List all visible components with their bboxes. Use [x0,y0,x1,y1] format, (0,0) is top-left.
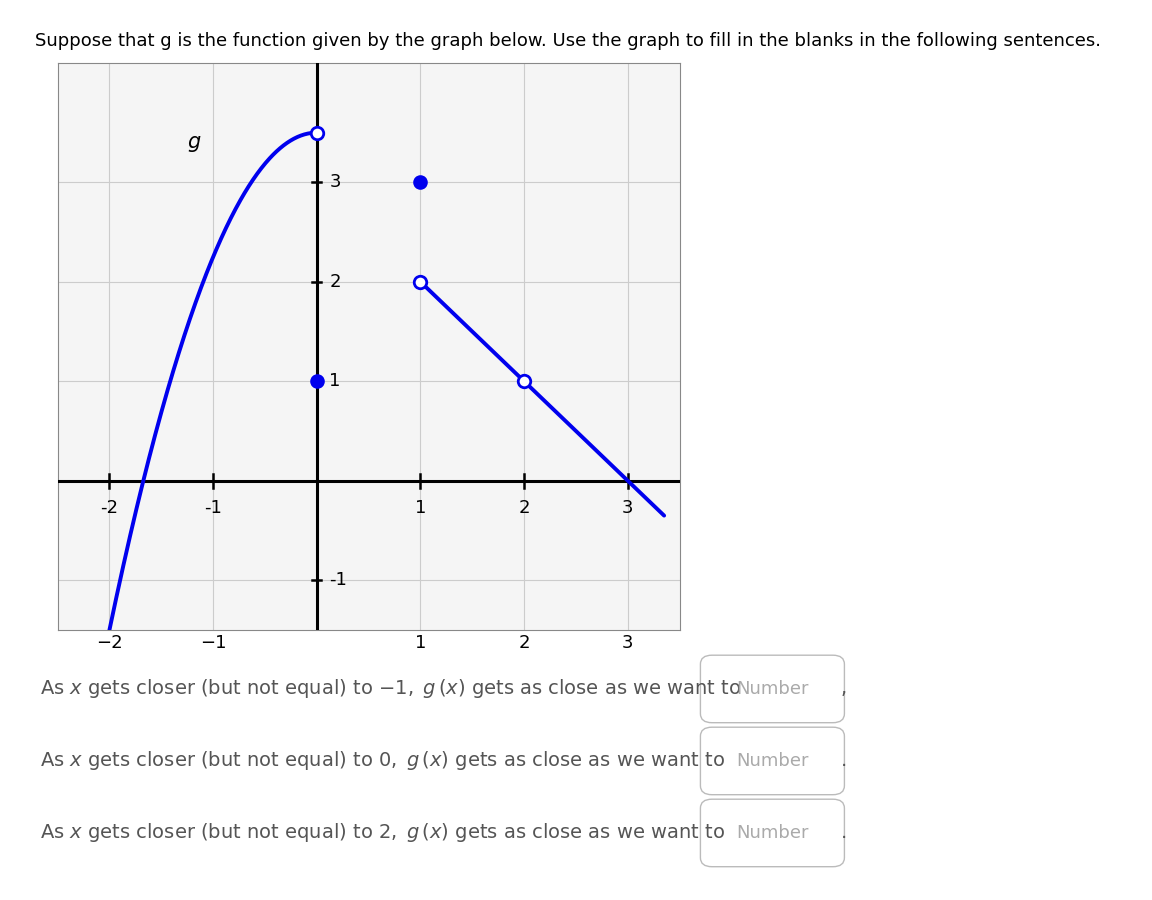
Text: As $x$ gets closer (but not equal) to $0$, $\,g\,(x)$ gets as close as we want t: As $x$ gets closer (but not equal) to $0… [40,749,726,772]
Text: Number: Number [736,824,809,842]
Text: -1: -1 [329,572,347,590]
Text: 3: 3 [329,174,341,192]
Text: -2: -2 [100,499,119,517]
Text: Suppose that g is the function given by the graph below. Use the graph to fill i: Suppose that g is the function given by … [35,32,1100,50]
Text: .: . [841,823,847,842]
Text: 1: 1 [329,373,341,391]
Text: 1: 1 [415,499,426,517]
Text: As $x$ gets closer (but not equal) to $2$, $\,g\,(x)$ gets as close as we want t: As $x$ gets closer (but not equal) to $2… [40,821,726,844]
Text: ,: , [841,679,847,698]
Text: .: . [841,751,847,770]
Text: 2: 2 [518,499,530,517]
Text: Number: Number [736,752,809,770]
Text: 3: 3 [622,499,634,517]
Text: $g$: $g$ [187,133,202,154]
Text: 2: 2 [329,273,341,291]
Text: -1: -1 [204,499,222,517]
Text: As $x$ gets closer (but not equal) to $-1$, $\,g\,(x)$ gets as close as we want : As $x$ gets closer (but not equal) to $-… [40,677,742,700]
Text: Number: Number [736,680,809,698]
